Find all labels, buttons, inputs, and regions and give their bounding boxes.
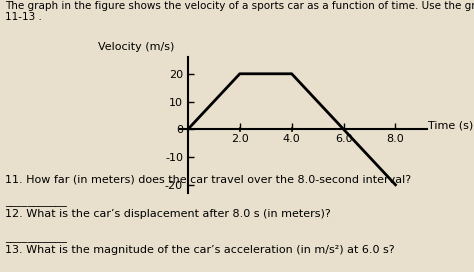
Text: The graph in the figure shows the velocity of a sports car as a function of time: The graph in the figure shows the veloci… (5, 1, 474, 11)
Text: ___________: ___________ (5, 197, 67, 207)
Text: ___________: ___________ (5, 233, 67, 243)
Text: Time (s): Time (s) (428, 121, 473, 131)
Text: 11-13 .: 11-13 . (5, 12, 42, 22)
Text: 11. How far (in meters) does the car travel over the 8.0-second interval?: 11. How far (in meters) does the car tra… (5, 174, 411, 184)
Text: ___________: ___________ (5, 268, 67, 272)
Text: Velocity (m/s): Velocity (m/s) (98, 42, 174, 52)
Text: 13. What is the magnitude of the car’s acceleration (in m/s²) at 6.0 s?: 13. What is the magnitude of the car’s a… (5, 245, 394, 255)
Text: 12. What is the car’s displacement after 8.0 s (in meters)?: 12. What is the car’s displacement after… (5, 209, 330, 220)
